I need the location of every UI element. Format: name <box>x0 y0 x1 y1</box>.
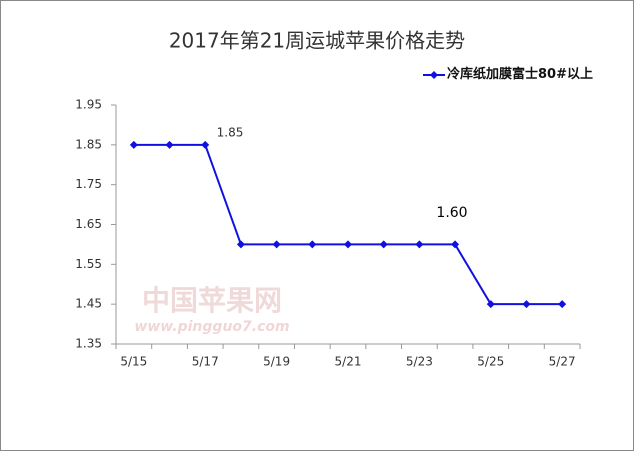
chart-title: 2017年第21周运城苹果价格走势 <box>169 29 465 53</box>
y-tick-label: 1.45 <box>75 297 102 311</box>
point <box>344 240 352 249</box>
point <box>451 240 460 249</box>
y-tick-label: 1.55 <box>75 257 102 271</box>
x-tick-label: 5/25 <box>477 355 504 369</box>
legend-key <box>423 71 445 79</box>
point <box>415 240 424 249</box>
point <box>129 140 138 149</box>
annotation: 1.60 <box>436 205 467 221</box>
point <box>165 140 174 149</box>
y-tick-label: 1.75 <box>75 177 102 191</box>
x-tick-label: 5/21 <box>335 355 362 369</box>
point <box>236 240 245 249</box>
point <box>522 300 531 309</box>
x-tick-label: 5/17 <box>192 355 219 369</box>
y-tick-label: 1.35 <box>75 337 102 351</box>
point <box>379 240 388 249</box>
point <box>558 300 567 309</box>
point <box>201 140 210 149</box>
point <box>486 300 495 309</box>
point <box>272 240 281 249</box>
x-tick-label: 5/27 <box>549 355 576 369</box>
x-tick-label: 5/15 <box>120 355 147 369</box>
legend-marker <box>430 71 438 79</box>
y-tick-label: 1.95 <box>75 98 102 112</box>
y-tick-label: 1.85 <box>75 137 102 151</box>
y-tick-label: 1.65 <box>75 217 102 231</box>
legend: 冷库纸加膜富士80#以上 <box>423 66 613 84</box>
x-tick-label: 5/23 <box>406 355 433 369</box>
legend-label: 冷库纸加膜富士80#以上 <box>447 67 593 82</box>
watermark: 中国苹果网 <box>142 284 282 317</box>
watermark-url: www.pingguo7.com <box>134 319 289 335</box>
point <box>308 240 317 249</box>
x-tick-label: 5/19 <box>263 355 290 369</box>
annotation: 1.85 <box>217 126 244 140</box>
